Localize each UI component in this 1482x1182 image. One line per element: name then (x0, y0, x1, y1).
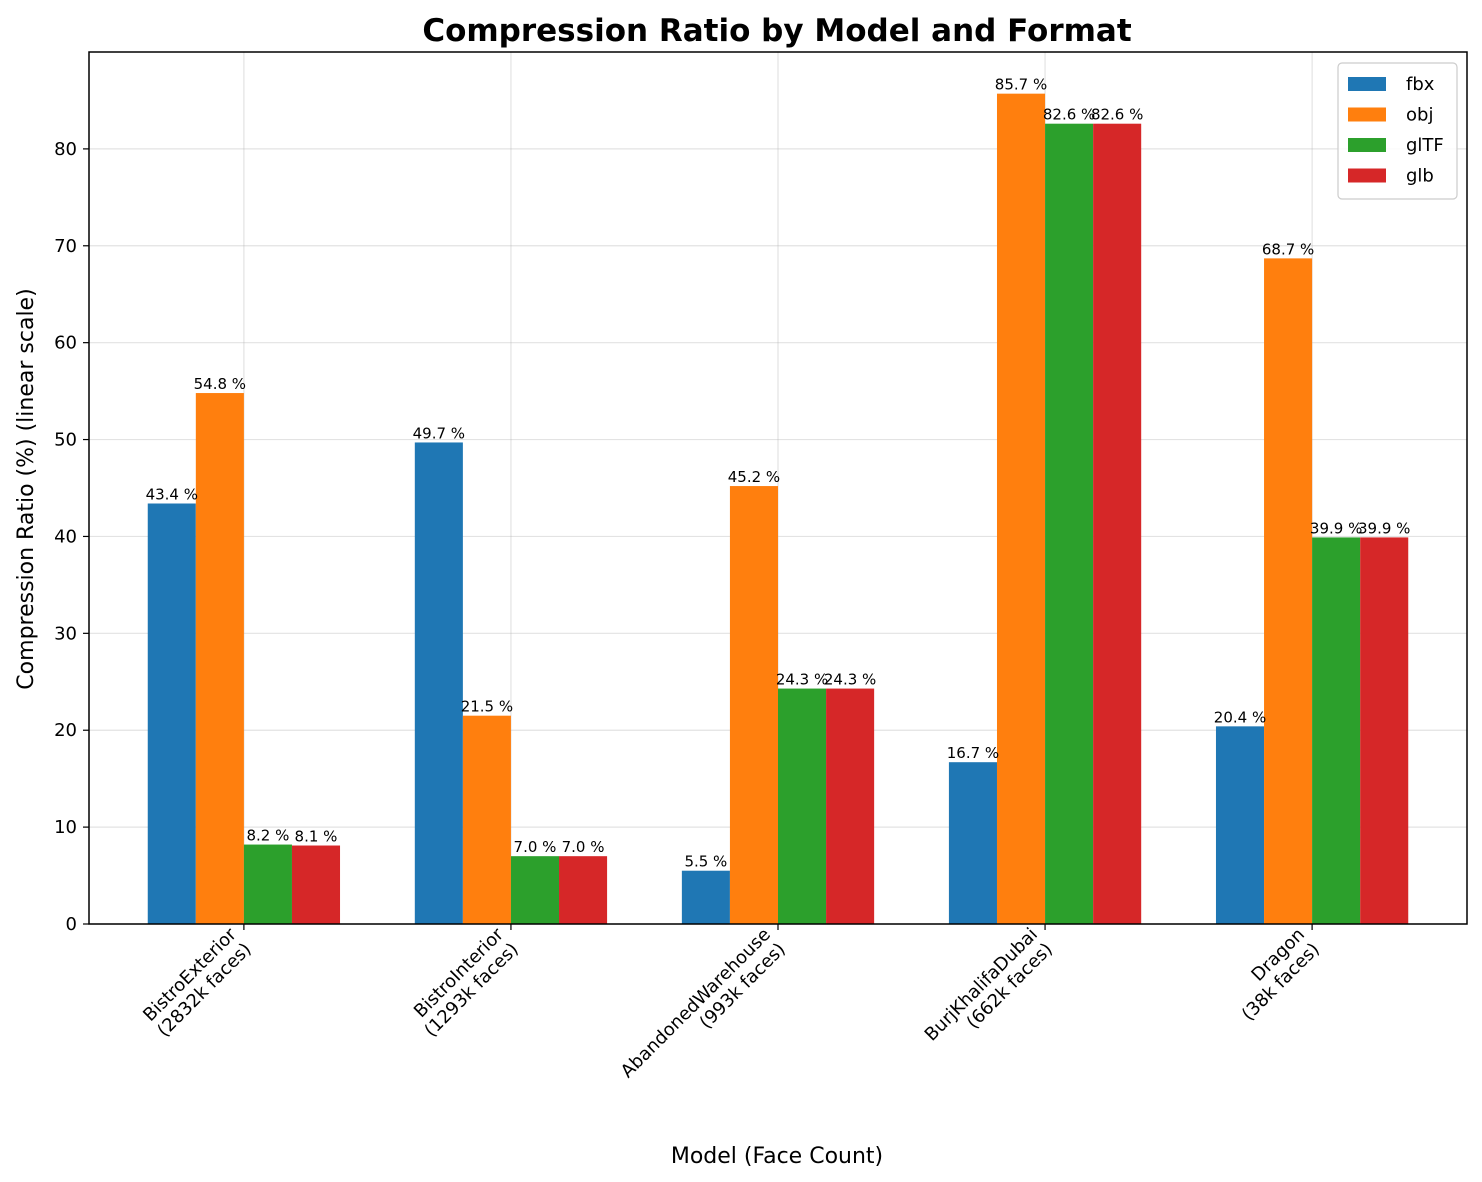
x-axis-label: Model (Face Count) (671, 1144, 883, 1169)
x-tick-label: AbandonedWarehouse(993k faces) (617, 924, 790, 1082)
bar-value-label: 82.6 % (1043, 106, 1095, 124)
x-tick-label: BurjKhalifaDubai(662k faces) (921, 924, 1057, 1045)
y-axis-label: Compression Ratio (%) (linear scale) (14, 288, 39, 689)
bar-glTF-0 (243, 844, 292, 924)
bar-value-label: 49.7 % (413, 424, 465, 442)
x-tick-label: Dragon(38k faces) (1238, 924, 1324, 1025)
bar-obj-3 (996, 93, 1046, 924)
y-tick-label: 10 (54, 817, 77, 838)
bar-obj-2 (729, 486, 778, 924)
y-tick-label: 60 (54, 333, 77, 354)
bar-value-label: 43.4 % (146, 486, 198, 504)
bar-fbx-3 (948, 762, 997, 924)
y-tick-label: 0 (66, 914, 77, 935)
x-tick-label: BistroExterior(2832k faces) (139, 924, 256, 1042)
bar-glb-1 (559, 856, 608, 924)
bar-value-labels: 43.4 % 49.7 % 5.5 % 16.7 % 20.4 % 54.8 % 21.5 … (146, 76, 1411, 871)
bar-fbx-4 (1215, 726, 1265, 924)
bars (147, 93, 1409, 925)
bar-obj-4 (1264, 258, 1313, 925)
bar-value-label: 82.6 % (1091, 106, 1143, 124)
bar-value-label: 68.7 % (1262, 240, 1314, 258)
bar-value-label: 8.2 % (246, 827, 289, 845)
legend-box (1337, 62, 1458, 200)
bar-obj-0 (195, 393, 244, 924)
legend-swatch-glb (1348, 168, 1386, 183)
y-tick-label: 20 (54, 720, 77, 741)
y-tick-label: 40 (54, 526, 77, 547)
bar-value-label: 85.7 % (995, 76, 1047, 94)
bar-value-label: 21.5 % (461, 698, 513, 716)
y-tick-label: 50 (54, 430, 77, 451)
x-tick-label-line: AbandonedWarehouse (617, 924, 775, 1082)
bar-glTF-2 (778, 688, 827, 924)
bar-glb-2 (826, 688, 875, 924)
bar-fbx-2 (681, 870, 730, 924)
bar-value-label: 24.3 % (776, 671, 828, 689)
bar-obj-1 (462, 715, 511, 924)
y-tick-label: 80 (54, 139, 77, 160)
bar-glTF-3 (1045, 123, 1094, 925)
bar-glb-3 (1093, 123, 1142, 925)
legend-swatch-glTF (1348, 138, 1386, 152)
bar-glTF-1 (510, 856, 560, 924)
bar-value-label: 39.9 % (1358, 519, 1410, 537)
bar-fbx-0 (147, 503, 196, 924)
bar-glTF-4 (1312, 537, 1361, 924)
legend-label-glb: glb (1406, 166, 1434, 187)
y-tick-label: 30 (54, 623, 77, 644)
plot-frame (88, 51, 1468, 925)
bar-glb-4 (1360, 537, 1409, 924)
bar-value-label: 39.9 % (1310, 519, 1362, 537)
bar-fbx-1 (414, 442, 463, 924)
legend: fbx obj glTF glb (1337, 62, 1458, 200)
bar-value-label: 20.4 % (1214, 708, 1266, 726)
legend-label-glTF: glTF (1406, 135, 1444, 156)
bar-value-label: 45.2 % (728, 468, 780, 486)
bar-value-label: 8.1 % (295, 828, 338, 846)
bar-value-label: 16.7 % (947, 744, 999, 762)
legend-label-fbx: fbx (1406, 74, 1435, 95)
x-tick-label: BistroInterior(1293k faces) (410, 924, 523, 1042)
legend-swatch-obj (1348, 107, 1386, 122)
bar-value-label: 7.0 % (514, 838, 557, 856)
bar-glb-0 (291, 845, 341, 924)
bar-value-label: 24.3 % (824, 671, 876, 689)
y-tick-label: 70 (54, 236, 77, 257)
bar-value-label: 54.8 % (194, 375, 246, 393)
legend-label-obj: obj (1406, 105, 1433, 126)
bar-value-label: 5.5 % (684, 853, 727, 871)
legend-swatch-fbx (1348, 77, 1386, 91)
chart-title: Compression Ratio by Model and Format (422, 13, 1132, 49)
bar-value-label: 7.0 % (562, 838, 605, 856)
